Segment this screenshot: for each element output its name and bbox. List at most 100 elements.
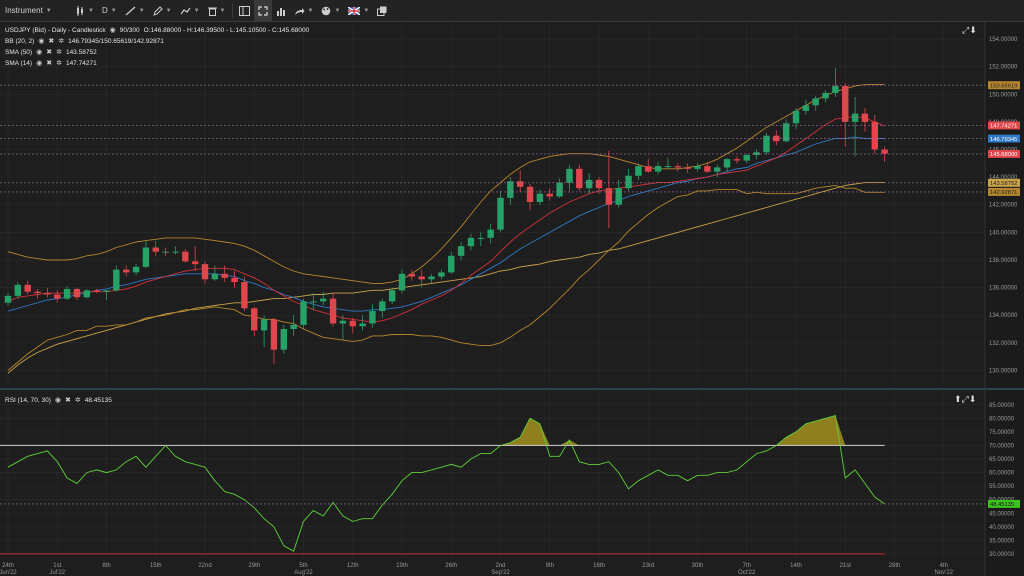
price-tick-label: 130.00000 — [989, 368, 1018, 374]
date-tick-label: 9th — [546, 563, 554, 569]
close-icon[interactable]: ✖ — [65, 397, 71, 404]
indicators-icon — [180, 7, 191, 14]
maximize-pane-button[interactable]: ⤢⬇ — [962, 25, 977, 36]
chevron-down-icon: ▼ — [219, 7, 226, 14]
chart-type-selector[interactable]: ▼ — [71, 0, 98, 21]
fullscreen-toggle-button[interactable] — [253, 0, 272, 21]
expand-arrows-icon: ⤢ — [961, 394, 969, 404]
gear-icon[interactable]: ✲ — [56, 60, 62, 67]
sma14-label: SMA (14) — [5, 59, 33, 67]
chart-area[interactable]: 154.00000152.00000150.00000148.00000146.… — [0, 22, 1024, 576]
candle-body — [280, 329, 287, 350]
language-selector[interactable]: ▼ — [344, 0, 373, 21]
candle-body — [438, 272, 445, 277]
bar-counter: 90/300 — [119, 26, 140, 34]
chevron-down-icon: ▼ — [363, 7, 370, 14]
close-icon[interactable]: ✖ — [48, 38, 55, 45]
sma14-line — [7, 115, 885, 323]
eye-icon[interactable]: ◉ — [36, 60, 43, 67]
timeframe-label: D — [101, 6, 108, 15]
candle-body — [182, 251, 189, 262]
rsi-tick-label: 65.00000 — [989, 457, 1015, 463]
last-price-badge — [988, 149, 1020, 158]
date-tick-label: 30th — [692, 563, 704, 569]
price-tick-label: 134.00000 — [989, 313, 1018, 319]
candle-body — [664, 166, 672, 168]
popout-window-button[interactable] — [373, 0, 391, 21]
candle-body — [320, 298, 327, 302]
rsi-overbought-fill — [559, 440, 580, 446]
bb-lower-badge-label: 142.92871 — [990, 190, 1017, 196]
gear-icon[interactable]: ✲ — [58, 38, 65, 45]
ohlc-values: O:146.88000 - H:146.39500 - L:145.10500 … — [143, 26, 310, 34]
bb-middle-line — [7, 136, 885, 312]
candle-body — [842, 85, 849, 122]
chart-settings-button[interactable] — [272, 0, 290, 21]
candle-body — [379, 301, 386, 312]
candle-body — [191, 261, 199, 265]
rsi-tick-label: 85.00000 — [989, 403, 1015, 409]
rsi-overbought-fill — [500, 418, 550, 446]
date-tick-label: 14th — [790, 563, 802, 569]
candle-body — [556, 182, 563, 197]
eye-icon[interactable]: ◉ — [38, 38, 45, 45]
candle-body — [782, 123, 790, 142]
date-tick-label: 8th — [102, 563, 110, 569]
rsi-tick-label: 35.00000 — [989, 538, 1015, 544]
chart-background — [0, 22, 1024, 576]
pencil-tool-button[interactable]: ▼ — [149, 0, 176, 21]
candle-body — [408, 273, 416, 277]
date-tick-label: 4th — [940, 563, 948, 569]
chevron-down-icon: ▼ — [165, 7, 172, 14]
bb-upper-badge — [988, 81, 1020, 90]
price-tick-label: 142.00000 — [989, 203, 1018, 209]
rsi-legend: RSI (14, 70, 30) ◉ ✖ ✲ 48.45135 — [5, 396, 112, 405]
chevron-down-icon: ▼ — [193, 7, 200, 14]
eye-icon[interactable]: ◉ — [109, 27, 116, 34]
close-icon[interactable]: ✖ — [46, 49, 53, 56]
share-button[interactable]: ▼ — [290, 0, 318, 21]
candle-body — [763, 135, 770, 153]
sma50-legend: SMA (50) ◉ ✖ ✲ 143.58752 — [5, 48, 97, 57]
arrow-up-icon: ⬆ — [954, 394, 962, 404]
drawing-tools-button[interactable]: ▼ — [121, 0, 149, 21]
candle-body — [457, 246, 465, 256]
candle-body — [536, 193, 544, 202]
popout-icon — [377, 6, 387, 16]
eye-icon[interactable]: ◉ — [54, 397, 61, 404]
indicators-button[interactable]: ▼ — [176, 0, 204, 21]
price-axis-background — [985, 22, 1024, 576]
layout-button[interactable] — [235, 0, 254, 21]
date-tick-label: 23rd — [642, 563, 654, 569]
close-icon[interactable]: ✖ — [46, 60, 53, 67]
eye-icon[interactable]: ◉ — [36, 49, 43, 56]
candle-body — [802, 105, 810, 111]
bb-label: BB (20, 2) — [5, 37, 35, 45]
candle-body — [851, 113, 859, 122]
sma14-badge — [988, 121, 1020, 130]
rsi-overbought-fill — [776, 415, 846, 446]
price-tick-label: 140.00000 — [989, 230, 1018, 236]
candle-body — [448, 255, 455, 273]
instrument-selector[interactable]: Instrument ▼ — [0, 0, 71, 21]
rsi-pane-controls[interactable]: ⬆⤢⬇ — [954, 394, 976, 405]
candle-body — [645, 166, 652, 172]
date-tick-label: Sep'22 — [491, 570, 510, 576]
candle-body — [635, 166, 642, 176]
sma14-badge-label: 147.74271 — [990, 124, 1017, 130]
candle-body — [792, 110, 800, 124]
delete-button[interactable]: ▼ — [204, 0, 230, 21]
panel-layout-icon — [238, 5, 250, 16]
uk-flag-icon — [348, 6, 361, 15]
theme-button[interactable]: ▼ — [317, 0, 344, 21]
chevron-down-icon: ▼ — [307, 7, 314, 14]
timeframe-selector[interactable]: D ▼ — [98, 0, 121, 21]
main-legend: USDJPY (Bid) - Daily - Candlestick ◉ 90/… — [5, 26, 310, 35]
candle-body — [605, 188, 613, 205]
date-tick-label: 29th — [248, 563, 260, 569]
rsi-line — [7, 415, 885, 552]
gear-icon[interactable]: ✲ — [74, 397, 81, 404]
rsi-value: 48.45135 — [84, 396, 112, 404]
gear-icon[interactable]: ✲ — [56, 49, 62, 56]
trendline-icon — [125, 6, 136, 15]
